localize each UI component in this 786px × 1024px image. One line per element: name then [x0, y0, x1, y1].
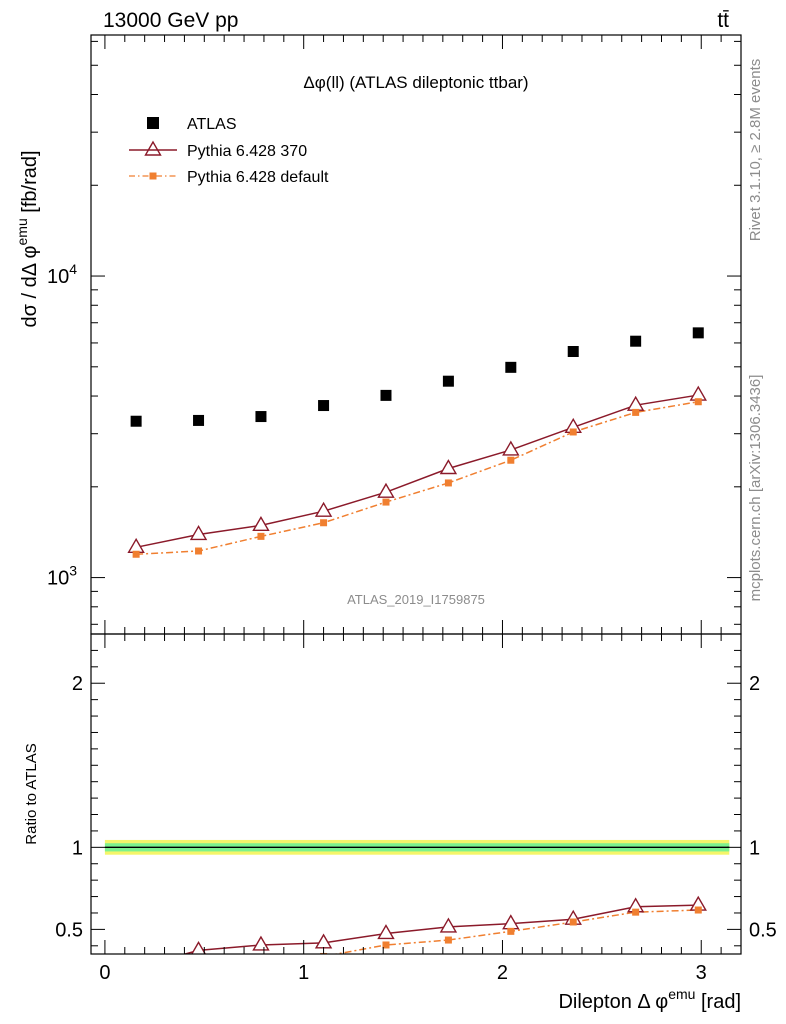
pythia370-point — [314, 501, 333, 517]
pythia-default-point — [694, 398, 702, 406]
pythia-default-line — [136, 400, 699, 556]
ratio-pythia-default-point — [444, 936, 452, 944]
pythia-default-point — [632, 408, 640, 416]
ratio-y-axis-label: Ratio to ATLAS — [23, 743, 40, 844]
legend-label-pythia370: Pythia 6.428 370 — [187, 143, 307, 160]
analysis-watermark: ATLAS_2019_I1759875 — [347, 592, 485, 607]
ratio-pythia-default-point — [694, 906, 702, 914]
pythia-default-point — [132, 550, 140, 558]
ratio-plot-frame — [90, 633, 742, 955]
ratio-pythia-default-point — [133, 972, 140, 979]
pythia-default-point — [444, 479, 452, 487]
ratio-pythia370-point — [252, 935, 270, 951]
ratio-y-tick-label-right: 1 — [749, 837, 760, 859]
ratio-plot-marks — [129, 895, 707, 979]
x-tick-label: 2 — [497, 962, 508, 984]
x-tick-label: 0 — [99, 962, 110, 984]
atlas-point — [567, 346, 579, 358]
ratio-pythia-default-point — [195, 968, 202, 975]
ratio-pythia370-point — [129, 959, 144, 972]
main-chart-title: Δφ(ll) (ATLAS dileptonic ttbar) — [303, 73, 528, 92]
rivet-label: Rivet 3.1.10, ≥ 2.8M events — [747, 59, 764, 242]
pythia370-point — [502, 440, 520, 456]
header-left: 13000 GeV pp — [103, 9, 238, 32]
ratio-pythia370-point — [502, 914, 520, 930]
ratio-pythia370-point — [439, 917, 458, 933]
atlas-point — [442, 375, 454, 387]
main-axis-ticks: 103 104 — [47, 35, 741, 634]
legend-label-atlas: ATLAS — [187, 116, 237, 133]
pythia-default-point — [382, 498, 390, 506]
ratio-pythia-default-point — [507, 927, 515, 935]
legend-marker-atlas — [147, 117, 159, 129]
ratio-y-tick-label-left: 1 — [72, 837, 83, 859]
pythia-default-point — [195, 547, 203, 555]
atlas-point — [193, 414, 205, 426]
pythia370-point — [252, 515, 270, 532]
atlas-point — [505, 361, 517, 373]
main-y-axis-label: dσ / dΔ φemu [fb/rad] — [14, 150, 41, 327]
atlas-point — [130, 415, 142, 427]
legend-marker-pythia-default — [149, 172, 157, 180]
pythia370-point — [439, 459, 458, 475]
legend: ATLAS Pythia 6.428 370 Pythia 6.428 defa… — [129, 116, 329, 186]
pythia-default-point — [257, 532, 265, 540]
pythia370-point — [189, 525, 208, 541]
pythia370-point — [377, 482, 395, 498]
ratio-pythia370-line — [182, 904, 699, 954]
pythia-default-point — [320, 519, 328, 527]
ratio-pythia-default-line — [332, 909, 699, 954]
ratio-y-tick-label-right: 0.5 — [749, 919, 777, 941]
main-y-tick-label: 104 — [47, 261, 77, 288]
x-tick-label: 1 — [298, 962, 309, 984]
ratio-y-tick-label-right: 2 — [749, 673, 760, 695]
ratio-y-tick-label-left: 2 — [72, 673, 83, 695]
legend-marker-pythia370 — [144, 140, 162, 156]
pythia370-point — [689, 385, 707, 401]
x-tick-label: 3 — [696, 962, 707, 984]
atlas-point — [255, 411, 267, 423]
ratio-y-tick-label-left: 0.5 — [55, 919, 83, 941]
ratio-pythia-default-point — [382, 941, 390, 949]
main-y-tick-label: 103 — [47, 563, 77, 590]
atlas-point — [318, 400, 330, 412]
ratio-pythia-default-point — [257, 964, 264, 971]
main-plot-marks — [127, 327, 707, 558]
atlas-point — [630, 335, 642, 347]
pythia370-line — [135, 394, 699, 549]
ratio-pythia370-point — [191, 940, 207, 954]
pythia-default-point — [569, 428, 577, 436]
legend-label-pythia-default: Pythia 6.428 default — [187, 169, 329, 186]
ratio-pythia-default-point — [569, 918, 577, 926]
mcplots-label: mcplots.cern.ch [arXiv:1306.3436] — [747, 375, 764, 602]
atlas-point — [692, 327, 704, 339]
header-right: tt̄ — [717, 9, 729, 32]
pythia-default-point — [507, 456, 515, 464]
atlas-point — [380, 389, 392, 401]
x-axis-label: Dilepton Δ φemu [rad] — [558, 986, 741, 1013]
ratio-pythia-default-point — [632, 908, 640, 916]
ratio-axis-ticks: 0 1 2 3 0.5 0.5 1 1 2 2 — [55, 633, 777, 984]
ratio-pythia370-point — [377, 924, 395, 940]
